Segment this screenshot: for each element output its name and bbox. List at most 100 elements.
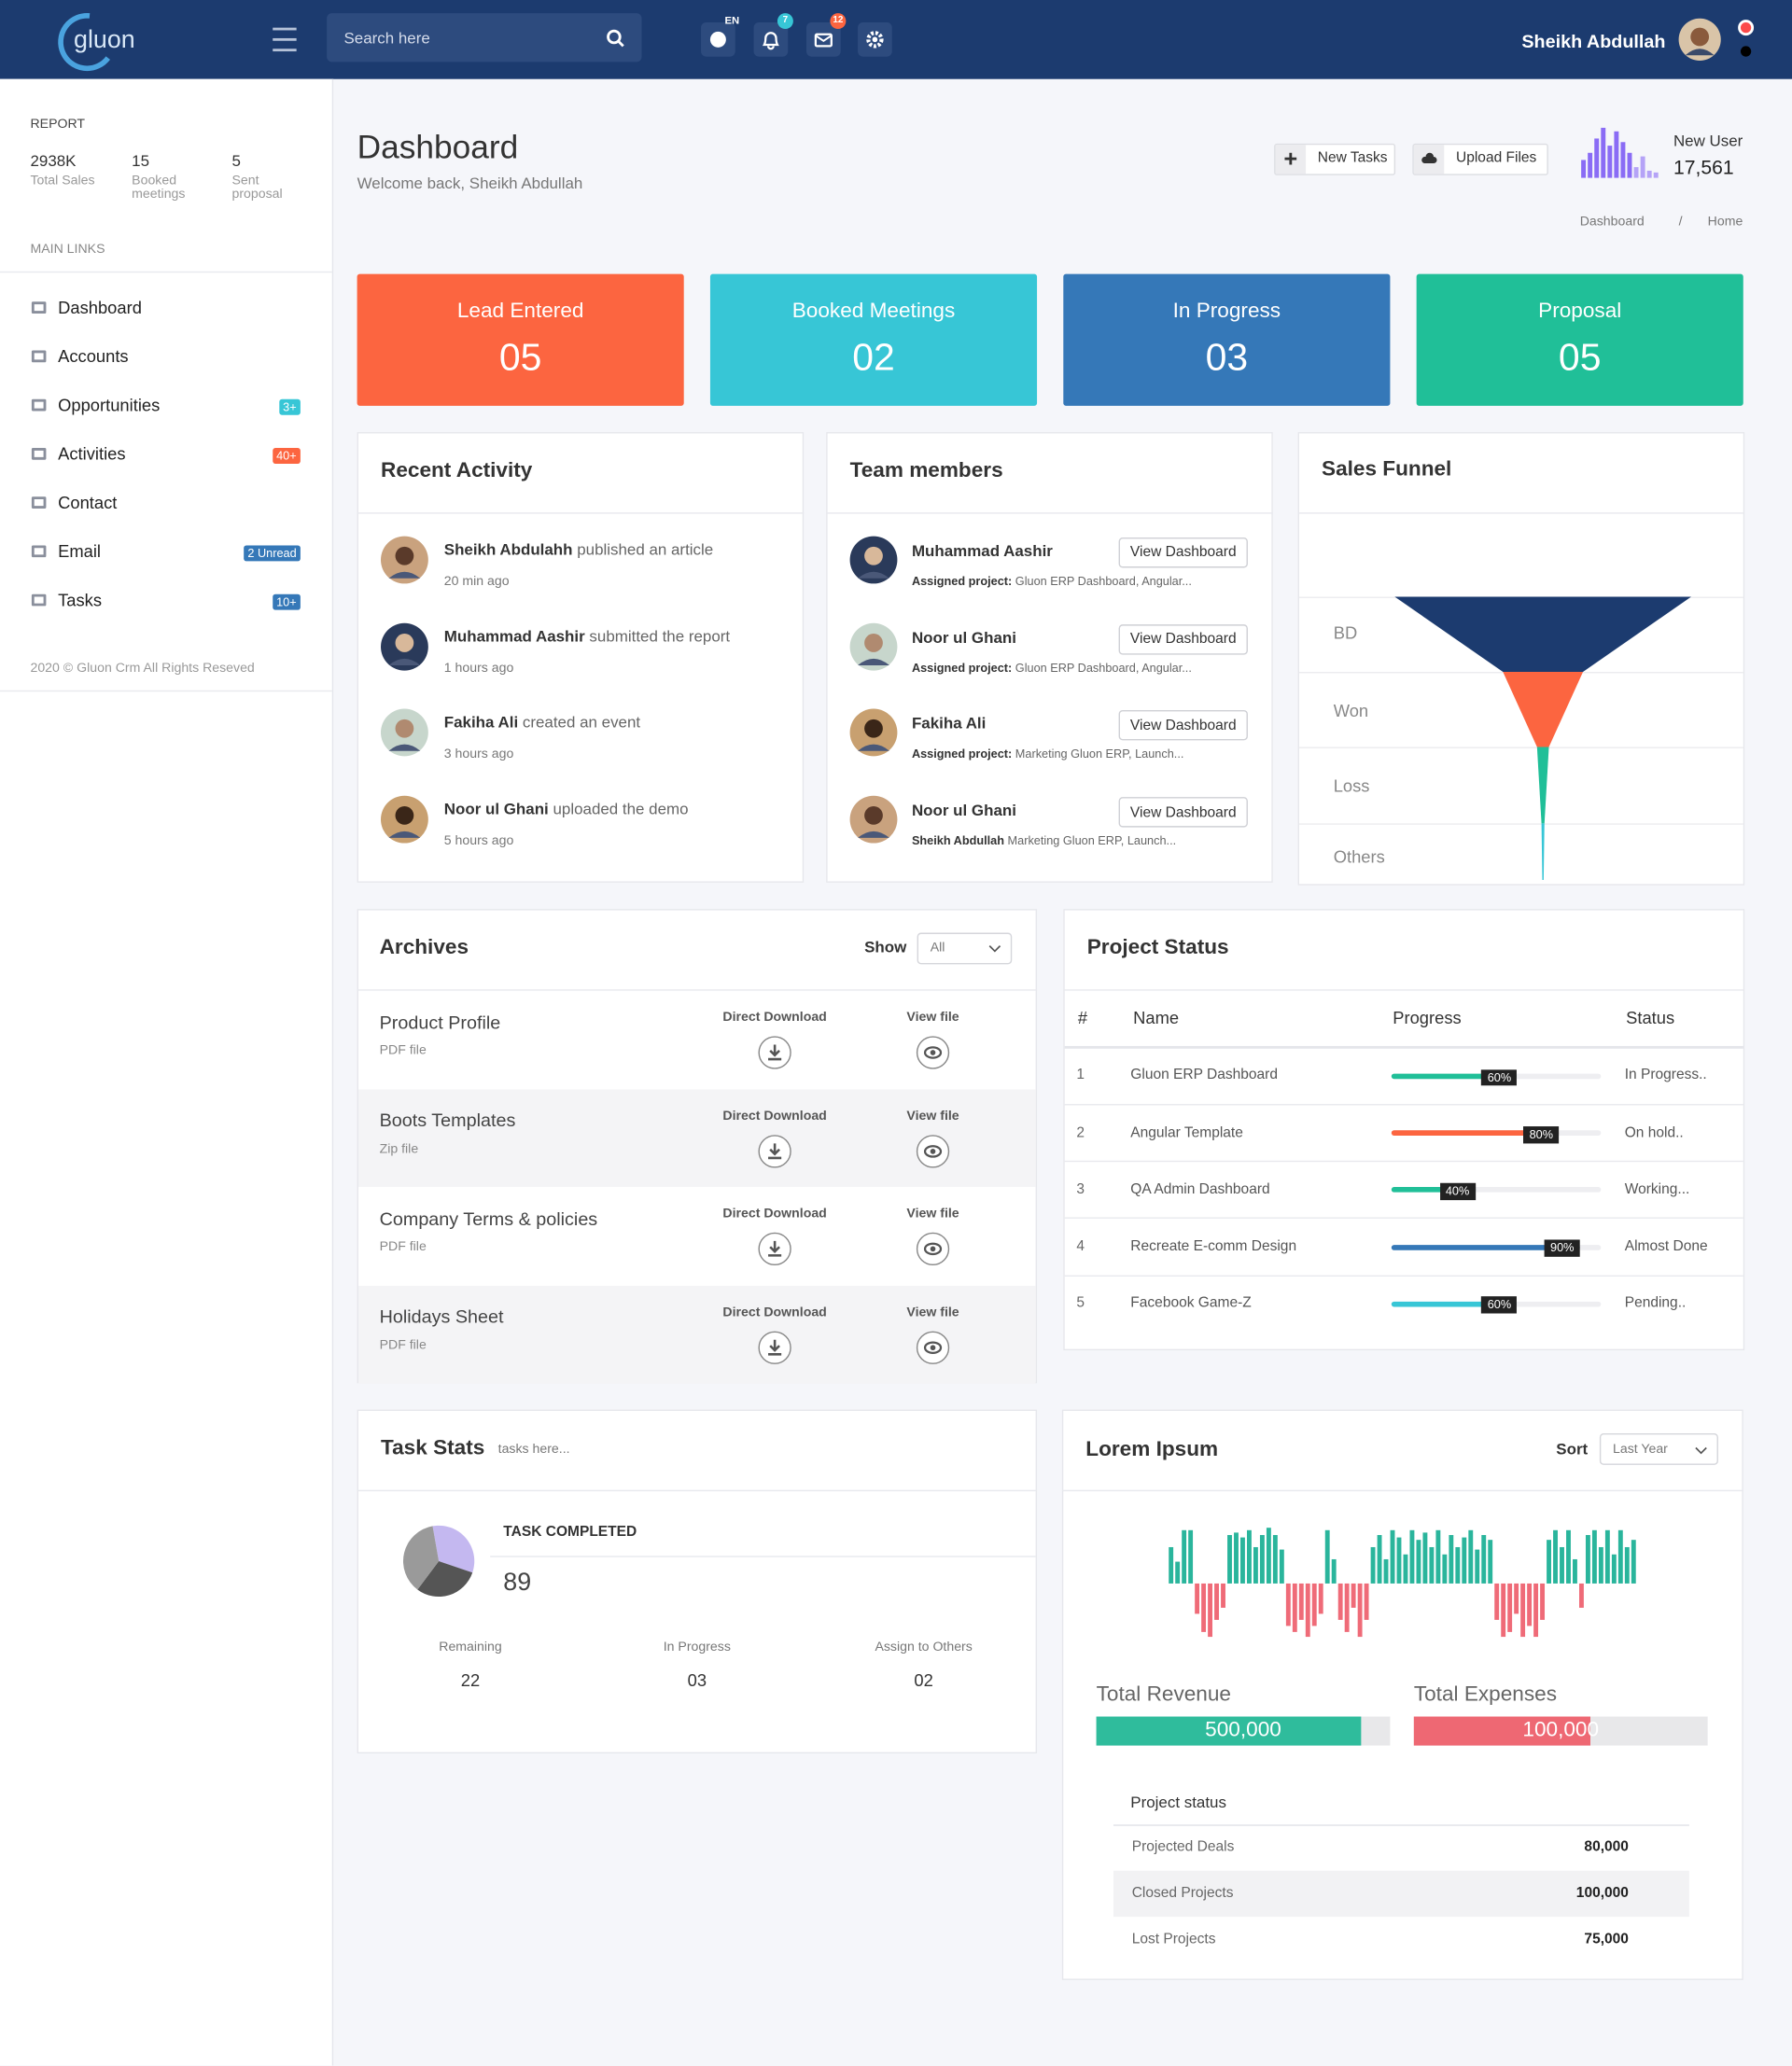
funnel-label: Won — [1333, 701, 1369, 721]
project-label: Assigned project: — [911, 574, 1013, 588]
bar — [1311, 1583, 1317, 1626]
nav-link[interactable]: Activities — [58, 444, 126, 465]
download-button[interactable] — [758, 1036, 792, 1070]
view-dashboard-button[interactable] — [1118, 710, 1248, 741]
panel-title: Team members — [849, 460, 1003, 483]
download-icon — [768, 1142, 782, 1159]
bar — [1607, 146, 1613, 178]
progress-label: 60% — [1481, 1068, 1518, 1086]
view-button[interactable] — [916, 1330, 950, 1364]
new-user-value: 17,561 — [1673, 157, 1734, 180]
nav-link[interactable]: Opportunities — [58, 395, 161, 415]
download-button[interactable] — [758, 1134, 792, 1168]
column-header: # — [1077, 1008, 1088, 1028]
nav-link[interactable]: Email — [58, 541, 102, 562]
status-value: 80,000 — [1584, 1839, 1629, 1856]
nav-link[interactable]: Contact — [58, 493, 118, 513]
bar — [1633, 167, 1639, 178]
bar — [1292, 1583, 1297, 1632]
button-label: View Dashboard — [1129, 718, 1237, 734]
bar — [1337, 1583, 1343, 1620]
avatar — [381, 795, 428, 844]
funnel-segment — [1503, 672, 1584, 747]
bar — [1240, 1537, 1245, 1584]
file-name: Boots Templates — [379, 1109, 516, 1131]
pie-slice — [403, 1526, 440, 1590]
bar — [1553, 1529, 1558, 1584]
view-button[interactable] — [916, 1036, 950, 1070]
file-type: PDF file — [379, 1239, 427, 1255]
status-title: Project status — [1130, 1793, 1226, 1811]
search-box[interactable] — [327, 13, 642, 63]
avatar-face — [395, 633, 414, 652]
progress-label: 40% — [1439, 1182, 1476, 1200]
count-badge — [830, 13, 847, 30]
project-name: Gluon ERP Dashboard — [1130, 1068, 1278, 1084]
eye-pupil — [930, 1148, 936, 1154]
bar — [1364, 1583, 1369, 1620]
download-button[interactable] — [758, 1330, 792, 1364]
report-label: Total Sales — [30, 174, 95, 188]
row-id: 5 — [1076, 1295, 1085, 1311]
activity-name: Muhammad Aashir — [443, 626, 585, 646]
avatar-face — [395, 546, 414, 565]
nav-link[interactable]: Accounts — [58, 346, 129, 367]
bar — [1214, 1583, 1219, 1620]
bar — [1279, 1549, 1284, 1584]
search-icon — [607, 29, 624, 48]
download-button[interactable] — [758, 1232, 792, 1266]
sort-select[interactable] — [1599, 1433, 1718, 1465]
progress-fill — [1391, 1187, 1476, 1194]
bar — [1501, 1583, 1506, 1638]
report-value: 2938K — [30, 151, 77, 170]
nav-badge: 40+ — [272, 447, 301, 465]
row-id: 1 — [1076, 1068, 1085, 1084]
bar — [1533, 1583, 1539, 1638]
progress-label: 80% — [1523, 1125, 1560, 1143]
avatar — [381, 709, 428, 757]
nav-link[interactable]: Tasks — [58, 590, 103, 610]
bar — [1169, 1546, 1174, 1584]
column-label: View file — [906, 1207, 959, 1221]
logo-text: gluon — [74, 25, 135, 54]
status-dots — [1738, 20, 1755, 57]
progress-fill — [1391, 1073, 1518, 1080]
bar — [1351, 1583, 1356, 1608]
view-dashboard-button[interactable] — [1118, 537, 1248, 568]
avatar — [849, 536, 898, 584]
view-button[interactable] — [916, 1232, 950, 1266]
column-label: Direct Download — [722, 1207, 827, 1221]
logo-crescent — [58, 13, 111, 72]
bar — [1514, 1583, 1519, 1614]
status-value: 100,000 — [1575, 1885, 1629, 1902]
bar — [1547, 1540, 1551, 1584]
view-dashboard-button[interactable] — [1118, 623, 1248, 655]
stat-card — [1416, 273, 1743, 406]
bar — [1188, 1529, 1194, 1584]
show-select[interactable] — [917, 932, 1013, 965]
project-status: On hold.. — [1624, 1124, 1684, 1141]
progress-label: 60% — [1481, 1296, 1518, 1314]
bar — [1520, 1583, 1526, 1638]
nav-link[interactable]: Dashboard — [58, 298, 142, 318]
bar — [1175, 1561, 1181, 1584]
avatar-body — [858, 658, 889, 665]
bar — [1221, 1583, 1225, 1608]
select-value: Last Year — [1613, 1442, 1668, 1458]
column-label: Direct Download — [722, 1010, 827, 1026]
view-dashboard-button[interactable] — [1118, 797, 1248, 828]
avatar-face — [864, 719, 883, 739]
view-button[interactable] — [916, 1134, 950, 1168]
task-value: 22 — [460, 1670, 481, 1691]
report-label: Booked meetings — [132, 174, 186, 202]
nav-icon — [31, 398, 47, 412]
status-label: Lost Projects — [1131, 1932, 1216, 1948]
select-value: All — [930, 941, 945, 956]
row-line — [1064, 1275, 1743, 1277]
sort-label: Sort — [1556, 1439, 1589, 1459]
member-name: Fakiha Ali — [911, 714, 987, 733]
bar — [1272, 1534, 1278, 1584]
button-label: View Dashboard — [1129, 631, 1237, 648]
total-value: 500,000 — [1205, 1719, 1281, 1742]
